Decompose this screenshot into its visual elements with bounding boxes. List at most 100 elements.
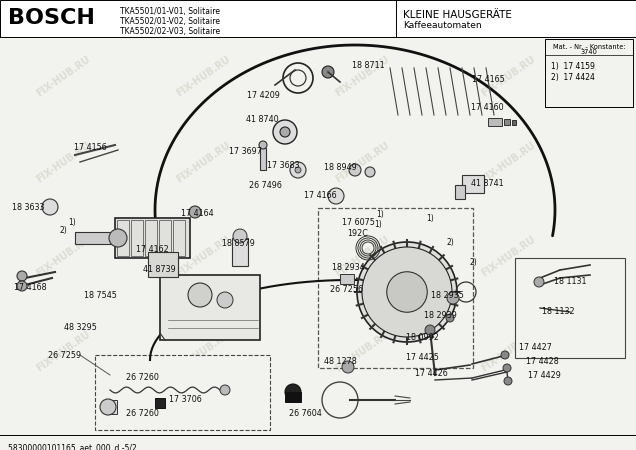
Circle shape xyxy=(365,167,375,177)
Circle shape xyxy=(273,120,297,144)
Bar xyxy=(232,238,248,266)
Circle shape xyxy=(387,272,427,312)
Circle shape xyxy=(342,361,354,373)
Text: 1): 1) xyxy=(68,217,76,226)
Text: 17 6075
192C: 17 6075 192C xyxy=(342,218,375,238)
Circle shape xyxy=(220,385,230,395)
Text: 17 4429: 17 4429 xyxy=(528,372,560,381)
Circle shape xyxy=(295,167,301,173)
Circle shape xyxy=(189,206,201,218)
Bar xyxy=(75,232,115,244)
Text: BOSCH: BOSCH xyxy=(8,8,95,28)
Text: 26 7260: 26 7260 xyxy=(125,410,158,418)
Text: 17 4425: 17 4425 xyxy=(406,354,438,363)
Text: 18 8711: 18 8711 xyxy=(352,60,384,69)
Text: FIX-HUB.RU: FIX-HUB.RU xyxy=(334,140,391,184)
Text: 1): 1) xyxy=(426,213,434,222)
Circle shape xyxy=(328,188,344,204)
Text: 17 4209: 17 4209 xyxy=(247,90,279,99)
Text: 17 4164: 17 4164 xyxy=(181,208,213,217)
Bar xyxy=(145,220,157,256)
Text: 2)  17 4424: 2) 17 4424 xyxy=(551,73,595,82)
Circle shape xyxy=(504,377,512,385)
Text: FIX-HUB.RU: FIX-HUB.RU xyxy=(175,54,232,99)
Circle shape xyxy=(534,277,544,287)
Text: 26 7259: 26 7259 xyxy=(48,351,81,360)
Text: TKA5502/01-V02, Solitaire: TKA5502/01-V02, Solitaire xyxy=(120,17,220,26)
Text: 17 4426: 17 4426 xyxy=(415,369,447,378)
Bar xyxy=(455,185,465,199)
Bar xyxy=(340,274,354,284)
Circle shape xyxy=(17,281,27,291)
Circle shape xyxy=(233,229,247,243)
Bar xyxy=(131,220,143,256)
Circle shape xyxy=(259,141,267,149)
Circle shape xyxy=(357,242,457,342)
Circle shape xyxy=(17,271,27,281)
Circle shape xyxy=(42,199,58,215)
Text: 1)  17 4159: 1) 17 4159 xyxy=(551,62,595,71)
Circle shape xyxy=(447,292,459,304)
Circle shape xyxy=(280,127,290,137)
Text: TKA5501/01-V01, Solitaire: TKA5501/01-V01, Solitaire xyxy=(120,7,220,16)
Text: 18 3633: 18 3633 xyxy=(11,202,45,211)
Text: 2): 2) xyxy=(446,238,454,247)
Text: 48 3295: 48 3295 xyxy=(64,324,97,333)
Text: 18 7545: 18 7545 xyxy=(83,291,116,300)
Circle shape xyxy=(188,283,212,307)
Text: FIX-HUB.RU: FIX-HUB.RU xyxy=(35,234,92,279)
Bar xyxy=(462,175,484,193)
Text: 18 8579: 18 8579 xyxy=(221,238,254,248)
Text: 26 7260: 26 7260 xyxy=(125,373,158,382)
Text: TKA5502/02-V03, Solitaire: TKA5502/02-V03, Solitaire xyxy=(120,27,220,36)
Text: 26 7604: 26 7604 xyxy=(289,410,321,418)
Bar xyxy=(545,39,633,107)
Text: FIX-HUB.RU: FIX-HUB.RU xyxy=(480,234,537,279)
Text: FIX-HUB.RU: FIX-HUB.RU xyxy=(175,140,232,184)
Circle shape xyxy=(503,364,511,372)
Text: FIX-HUB.RU: FIX-HUB.RU xyxy=(334,329,391,373)
Circle shape xyxy=(100,399,116,415)
Circle shape xyxy=(109,229,127,247)
Bar xyxy=(155,398,165,408)
Circle shape xyxy=(446,314,454,322)
Text: 17 3697: 17 3697 xyxy=(228,148,261,157)
Bar xyxy=(95,355,270,430)
Text: 3740: 3740 xyxy=(581,49,597,55)
Bar xyxy=(512,120,516,125)
Text: FIX-HUB.RU: FIX-HUB.RU xyxy=(175,234,232,279)
Text: FIX-HUB.RU: FIX-HUB.RU xyxy=(35,329,92,373)
Text: 18 2939: 18 2939 xyxy=(424,311,457,320)
Circle shape xyxy=(322,66,334,78)
Text: 18 2935: 18 2935 xyxy=(431,291,464,300)
Text: 2): 2) xyxy=(469,257,477,266)
Text: 18 1131: 18 1131 xyxy=(554,278,586,287)
Bar xyxy=(173,220,185,256)
Circle shape xyxy=(349,164,361,176)
Text: FIX-HUB.RU: FIX-HUB.RU xyxy=(175,329,232,373)
Text: 1): 1) xyxy=(376,211,384,220)
Bar xyxy=(285,392,301,402)
Bar xyxy=(159,220,171,256)
Text: 18 1132: 18 1132 xyxy=(542,307,574,316)
Circle shape xyxy=(425,325,435,335)
Text: 17 4428: 17 4428 xyxy=(525,357,558,366)
Text: Mat. - Nr. - Konstante:: Mat. - Nr. - Konstante: xyxy=(553,44,625,50)
Text: FIX-HUB.RU: FIX-HUB.RU xyxy=(480,54,537,99)
Text: 48 1278: 48 1278 xyxy=(324,357,356,366)
Bar xyxy=(115,218,190,258)
Text: FIX-HUB.RU: FIX-HUB.RU xyxy=(480,140,537,184)
Bar xyxy=(160,275,260,340)
Text: 17 4165: 17 4165 xyxy=(472,76,504,85)
Text: 17 4168: 17 4168 xyxy=(14,283,46,292)
Text: 26 7496: 26 7496 xyxy=(249,180,282,189)
Text: FIX-HUB.RU: FIX-HUB.RU xyxy=(334,54,391,99)
Text: 17 3683: 17 3683 xyxy=(266,161,300,170)
Text: 2): 2) xyxy=(59,225,67,234)
Text: 17 4156: 17 4156 xyxy=(74,144,106,153)
Text: FIX-HUB.RU: FIX-HUB.RU xyxy=(480,329,537,373)
Text: 17 4162: 17 4162 xyxy=(135,246,169,255)
Text: 17 4427: 17 4427 xyxy=(518,343,551,352)
Text: 41 8739: 41 8739 xyxy=(142,266,176,274)
Bar xyxy=(488,118,502,126)
